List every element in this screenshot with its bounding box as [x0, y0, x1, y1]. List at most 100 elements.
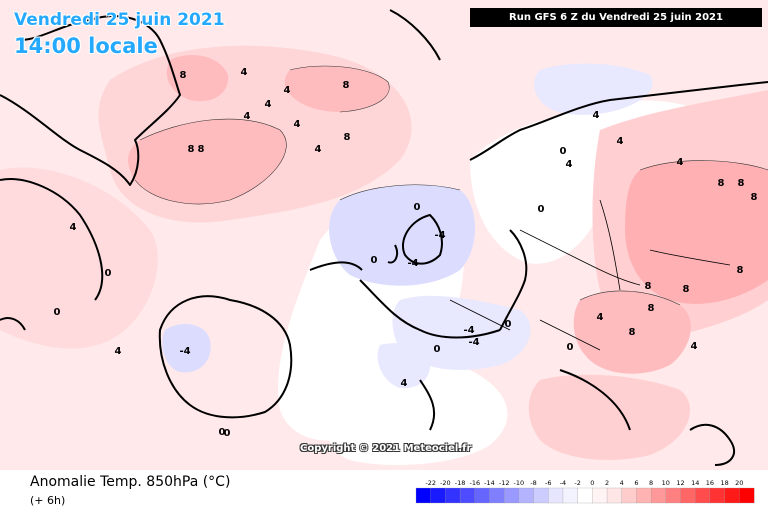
legend-tick-label: 4 [620, 479, 624, 487]
legend-tick-label: 8 [649, 479, 653, 487]
legend-swatch [680, 487, 696, 504]
legend-tick-label: -10 [514, 479, 525, 487]
legend-tick-label: 10 [662, 479, 670, 487]
contour-label: 0 [219, 427, 226, 438]
legend-swatch [577, 487, 593, 504]
legend-swatch [562, 487, 579, 504]
contour-label: 4 [115, 346, 122, 357]
field-label: Anomalie Temp. 850hPa (°C) [30, 474, 231, 490]
legend-swatch [636, 487, 652, 504]
contour-label: 8 [629, 327, 636, 338]
legend-tick-label: -12 [499, 479, 510, 487]
contour-label: 4 [597, 312, 604, 323]
contour-label: -4 [407, 258, 418, 269]
warm-zone-central-europe [573, 290, 691, 374]
contour-label: 8 [198, 144, 205, 155]
contour-label: 0 [224, 428, 231, 439]
cool-zone-atlantic-low [162, 324, 211, 373]
legend-swatch [459, 487, 476, 504]
contour-label: 4 [284, 85, 291, 96]
legend-tick-label: 20 [735, 479, 743, 487]
legend-tick-label: -22 [425, 479, 436, 487]
legend-tick-label: -18 [455, 479, 466, 487]
neutral-zone-south [323, 361, 508, 465]
legend-swatch [724, 487, 740, 504]
legend-tick-label: 0 [590, 479, 594, 487]
contour-label: -4 [468, 337, 479, 348]
contour-label: 8 [738, 178, 745, 189]
legend-swatch [606, 487, 623, 504]
legend-tick-label: -20 [440, 479, 451, 487]
contour-label: 8 [645, 281, 652, 292]
legend-tick-label: 6 [634, 479, 638, 487]
legend-swatch [445, 487, 461, 504]
legend-tick-label: 14 [691, 479, 699, 487]
contour-label: 0 [434, 344, 441, 355]
contour-label: 4 [677, 157, 684, 168]
legend-tick-label: 2 [605, 479, 609, 487]
forecast-date: Vendredi 25 juin 2021 [14, 10, 225, 30]
legend-swatch [504, 487, 520, 504]
warm-zone-greenland-core [128, 119, 287, 204]
forecast-local-time: 14:00 locale [14, 34, 158, 58]
contour-label: 0 [414, 202, 421, 213]
contour-label: 4 [244, 111, 251, 122]
warm-zone-russia-core [625, 160, 768, 304]
legend-swatch [489, 487, 505, 504]
contour-label: 4 [566, 159, 573, 170]
legend-swatch [592, 487, 608, 504]
contour-label: 0 [371, 255, 378, 266]
lead-time-label: (+ 6h) [30, 494, 66, 507]
contour-label: 4 [401, 378, 408, 389]
legend-swatch [518, 487, 535, 504]
contour-label: 0 [567, 342, 574, 353]
warm-zone-mediterranean [528, 374, 690, 460]
legend-swatch [665, 487, 681, 504]
contour-label: -4 [463, 325, 474, 336]
cool-zone-uk [329, 184, 475, 286]
cool-zone-france [392, 295, 531, 370]
legend-tick-label: -8 [530, 479, 536, 487]
legend-swatch [474, 487, 490, 504]
color-scale-legend: -22 -20 -18 -16 -14 -12 -10 -8 -6 -4 -2 0 2 4 6 8 10 12 14… [415, 475, 755, 505]
legend-tick-label: 18 [720, 479, 728, 487]
contour-label: 8 [683, 284, 690, 295]
copyright-notice: Copyright © 2021 Meteociel.fr [300, 443, 472, 454]
contour-label: 4 [691, 341, 698, 352]
warm-zone-greenland-top [166, 55, 229, 102]
contour-label: 4 [315, 144, 322, 155]
contour-label: -4 [179, 346, 190, 357]
contour-label: 4 [617, 136, 624, 147]
legend-swatch [650, 487, 667, 504]
contour-label: 8 [343, 80, 350, 91]
model-run-banner: Run GFS 6 Z du Vendredi 25 juin 2021 [470, 8, 762, 27]
legend-swatch [621, 487, 637, 504]
contour-label: 0 [505, 319, 512, 330]
contour-label: 4 [241, 67, 248, 78]
legend-swatch [709, 487, 726, 504]
legend-swatch [695, 487, 711, 504]
warm-zone-iceland [284, 66, 390, 112]
contour-label: 8 [737, 265, 744, 276]
contour-label: 0 [105, 268, 112, 279]
legend-tick-label: -6 [545, 479, 551, 487]
contour-label: 0 [54, 307, 61, 318]
contour-label: 8 [751, 192, 758, 203]
warm-zone-west [0, 167, 158, 349]
cool-zone-iberia [377, 343, 431, 389]
contour-label: 8 [344, 132, 351, 143]
contour-label: 4 [294, 119, 301, 130]
legend-tick-label: -4 [560, 479, 566, 487]
contour-label: 4 [593, 110, 600, 121]
legend-swatch [430, 487, 446, 504]
legend-swatch [533, 487, 549, 504]
legend-tick-label: 12 [676, 479, 684, 487]
cool-zone-north [534, 63, 653, 115]
legend-tick-label: -16 [469, 479, 480, 487]
isotherm-contours [134, 65, 768, 306]
contour-label: 4 [265, 99, 272, 110]
contour-label: 0 [560, 146, 567, 157]
legend-swatch [548, 487, 564, 504]
